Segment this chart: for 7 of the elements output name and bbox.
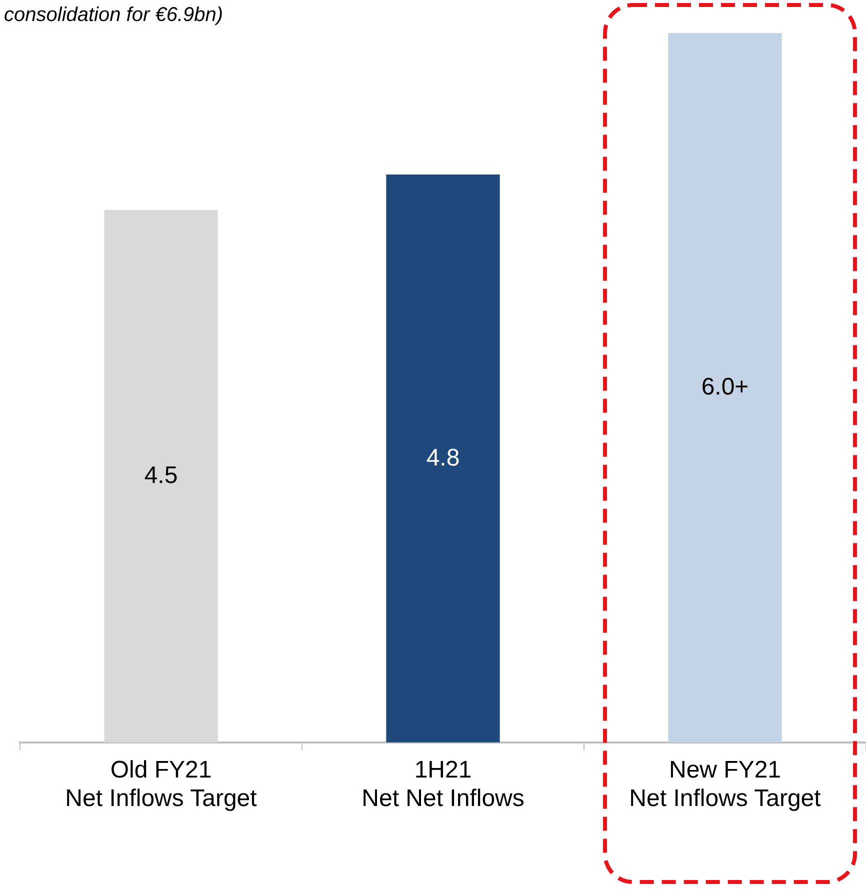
data-label: 4.5 <box>144 462 178 489</box>
x-tick-label: New FY21 Net Inflows Target <box>629 756 822 812</box>
data-label: 6.0+ <box>701 373 749 400</box>
x-tick-label: Old FY21 Net Inflows Target <box>65 756 258 812</box>
x-tick-label: 1H21 Net Net Inflows <box>362 756 524 812</box>
chart-title: consolidation for €6.9bn) <box>4 4 224 27</box>
data-label: 4.8 <box>426 444 460 472</box>
